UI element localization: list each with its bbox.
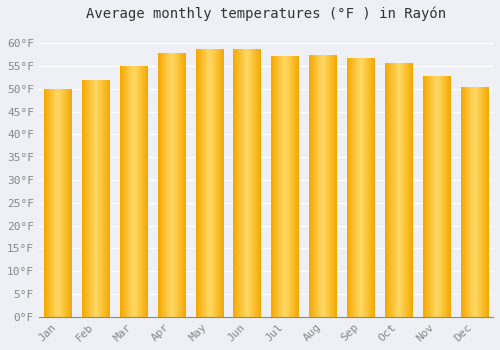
Title: Average monthly temperatures (°F ) in Rayón: Average monthly temperatures (°F ) in Ra… <box>86 7 446 21</box>
